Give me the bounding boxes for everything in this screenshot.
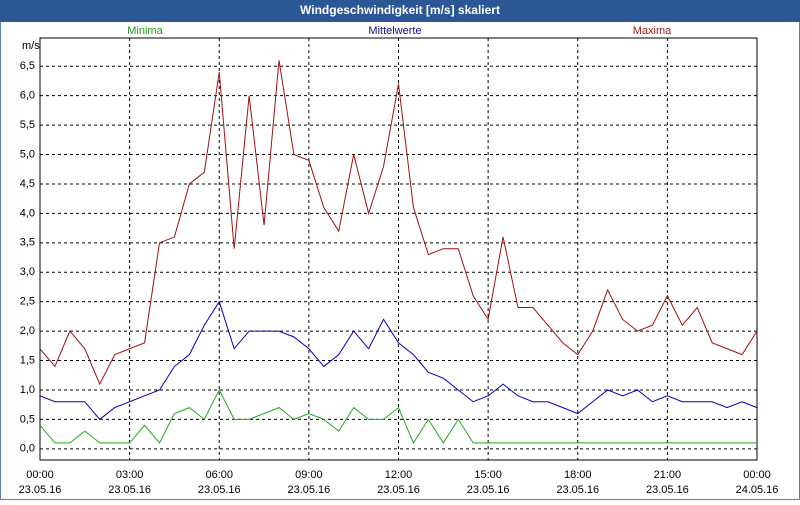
x-tick-date: 23.05.16 (198, 484, 241, 496)
series-line (39, 388, 757, 445)
y-tick-label: 5,5 (20, 119, 35, 131)
chart-title: Windgeschwindigkeit [m/s] skaliert (300, 3, 500, 17)
series-line (39, 60, 758, 386)
x-tick-label: 09:00 (295, 469, 323, 481)
x-tick-date: 24.05.16 (736, 484, 779, 496)
y-tick-label: 5,0 (20, 148, 35, 160)
x-tick-label: 18:00 (564, 469, 592, 481)
legend-label: Maxima (633, 25, 672, 37)
y-tick-label: 4,5 (20, 178, 35, 190)
y-tick-label: 3,0 (20, 266, 35, 278)
y-tick-label: 2,0 (20, 325, 35, 337)
y-tick-label: 0,0 (20, 443, 35, 455)
x-tick-date: 23.05.16 (377, 484, 420, 496)
x-tick-label: 03:00 (116, 469, 144, 481)
x-tick-label: 21:00 (654, 469, 682, 481)
x-tick-date: 23.05.16 (287, 484, 330, 496)
y-tick-label: 6,5 (20, 60, 35, 72)
x-tick-label: 06:00 (205, 469, 233, 481)
y-tick-label: 6,0 (20, 90, 35, 102)
x-tick-date: 23.05.16 (556, 484, 599, 496)
legend-label: Minima (127, 25, 163, 37)
x-tick-date: 23.05.16 (108, 484, 151, 496)
series-line (39, 300, 758, 421)
x-tick-label: 15:00 (474, 469, 502, 481)
x-tick-date: 23.05.16 (646, 484, 689, 496)
y-tick-label: 3,5 (20, 237, 35, 249)
legend-label: Mittelwerte (368, 25, 421, 37)
x-tick-date: 23.05.16 (467, 484, 510, 496)
y-tick-label: 0,5 (20, 413, 35, 425)
y-tick-label: 1,0 (20, 384, 35, 396)
y-tick-label: 2,5 (20, 296, 35, 308)
x-tick-label: 12:00 (385, 469, 413, 481)
y-axis-label: m/s (22, 40, 40, 52)
title-bar (0, 0, 800, 22)
x-tick-label: 00:00 (743, 469, 771, 481)
y-tick-label: 1,5 (20, 354, 35, 366)
y-tick-label: 4,0 (20, 207, 35, 219)
x-tick-date: 23.05.16 (19, 484, 62, 496)
x-tick-label: 00:00 (26, 469, 54, 481)
